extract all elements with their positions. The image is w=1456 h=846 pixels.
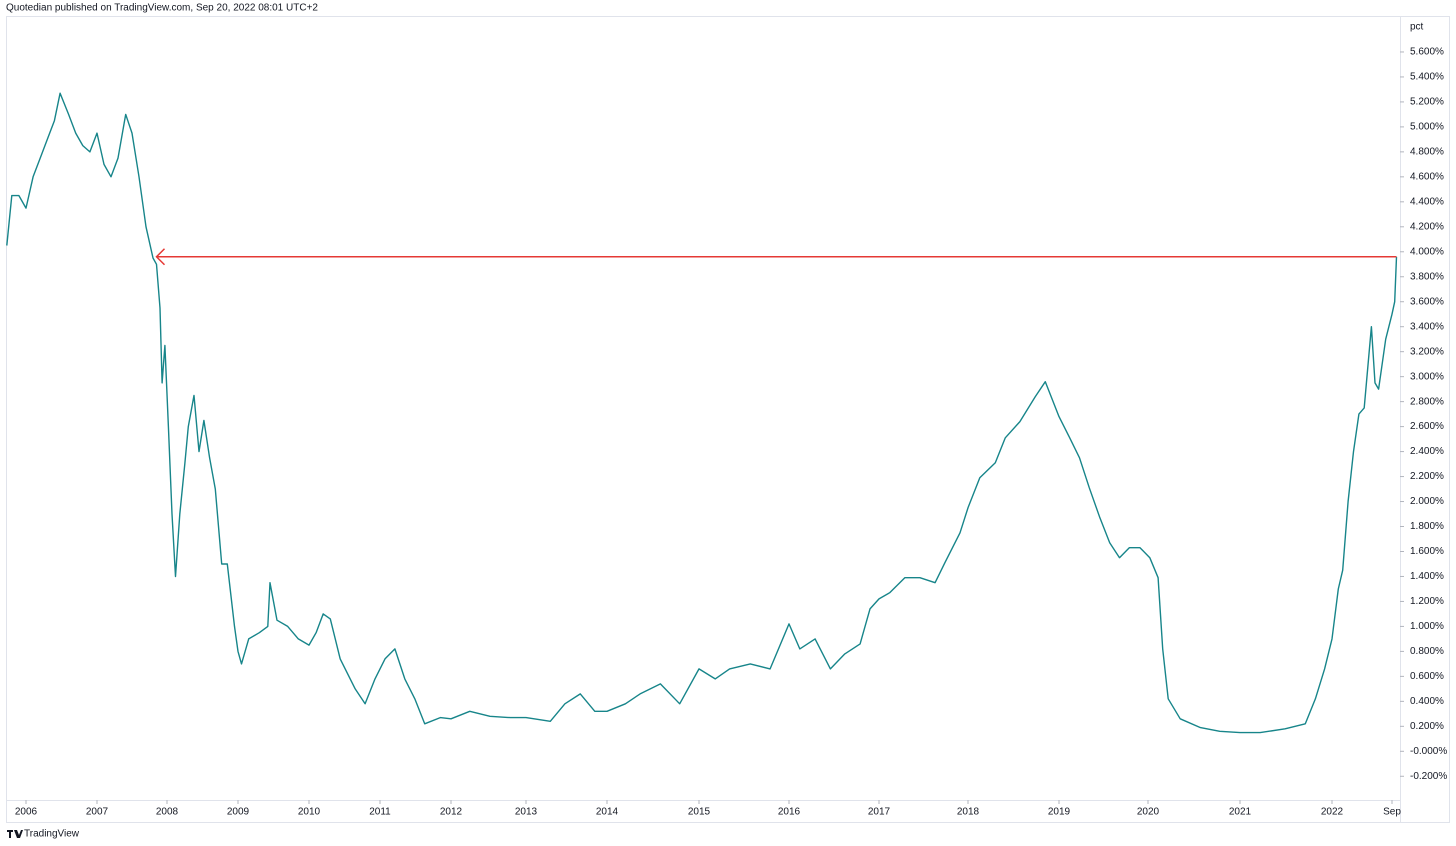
y-tick-label: 0.600% bbox=[1410, 671, 1444, 682]
x-tick-label: 2008 bbox=[156, 807, 179, 818]
y-tick-label: 3.400% bbox=[1410, 321, 1444, 332]
frame bbox=[6, 16, 1450, 823]
y-tick-label: 1.400% bbox=[1410, 571, 1444, 582]
y-tick-label: 2.000% bbox=[1410, 496, 1444, 507]
y-tick-label: 2.600% bbox=[1410, 421, 1444, 432]
x-tick-label: 2014 bbox=[596, 807, 619, 818]
y-tick-label: 0.200% bbox=[1410, 721, 1444, 732]
y-tick-label: 3.000% bbox=[1410, 371, 1444, 382]
y-tick-label: 4.800% bbox=[1410, 147, 1444, 158]
y-tick-label: 5.200% bbox=[1410, 97, 1444, 108]
y-tick-label: 2.400% bbox=[1410, 446, 1444, 457]
y-tick-label: 2.200% bbox=[1410, 471, 1444, 482]
x-tick-label: 2021 bbox=[1229, 807, 1252, 818]
y-tick-label: 4.600% bbox=[1410, 171, 1444, 182]
x-tick-label: 2013 bbox=[515, 807, 538, 818]
x-tick-label: 2018 bbox=[957, 807, 980, 818]
y-tick-label: 3.800% bbox=[1410, 271, 1444, 282]
x-tick-label: 2007 bbox=[86, 807, 109, 818]
x-tick-label: 2010 bbox=[298, 807, 321, 818]
x-tick-label: 2020 bbox=[1137, 807, 1160, 818]
data-line bbox=[6, 92, 1398, 734]
x-tick-label: 2016 bbox=[778, 807, 801, 818]
y-tick-label: 3.200% bbox=[1410, 346, 1444, 357]
x-tick-label: 2019 bbox=[1048, 807, 1071, 818]
y-tick-label: 1.000% bbox=[1410, 621, 1444, 632]
x-tick-label: 2009 bbox=[227, 807, 250, 818]
y-tick-label: 0.400% bbox=[1410, 696, 1444, 707]
x-tick-label: 2011 bbox=[369, 807, 391, 818]
y-tick-label: 1.800% bbox=[1410, 521, 1444, 532]
y-tick-label: 1.200% bbox=[1410, 596, 1444, 607]
footer-logo bbox=[7, 830, 23, 838]
x-tick-label: Sep bbox=[1383, 807, 1401, 818]
x-tick-label: 2006 bbox=[15, 807, 38, 818]
y-tick-label: 4.200% bbox=[1410, 221, 1444, 232]
x-tick-label: 2012 bbox=[440, 807, 463, 818]
y-tick-label: 3.600% bbox=[1410, 296, 1444, 307]
y-tick-label: -0.000% bbox=[1410, 746, 1447, 757]
y-axis-label: pct bbox=[1410, 22, 1424, 33]
x-tick-label: 2017 bbox=[868, 807, 891, 818]
y-tick-label: 2.800% bbox=[1410, 396, 1444, 407]
x-tick-label: 2015 bbox=[688, 807, 711, 818]
header: Quotedian published on TradingView.com, … bbox=[6, 3, 318, 14]
y-tick-label: 5.000% bbox=[1410, 122, 1444, 133]
y-tick-label: 5.600% bbox=[1410, 47, 1444, 58]
y-tick-label: 0.800% bbox=[1410, 646, 1444, 657]
y-tick-label: 1.600% bbox=[1410, 546, 1444, 557]
y-tick-label: 4.000% bbox=[1410, 246, 1444, 257]
footer: TradingView bbox=[24, 829, 80, 840]
y-tick-label: -0.200% bbox=[1410, 771, 1447, 782]
y-tick-label: 5.400% bbox=[1410, 72, 1444, 83]
x-tick-label: 2022 bbox=[1321, 807, 1344, 818]
arrow-head bbox=[155, 248, 166, 266]
y-tick-label: 4.400% bbox=[1410, 196, 1444, 207]
